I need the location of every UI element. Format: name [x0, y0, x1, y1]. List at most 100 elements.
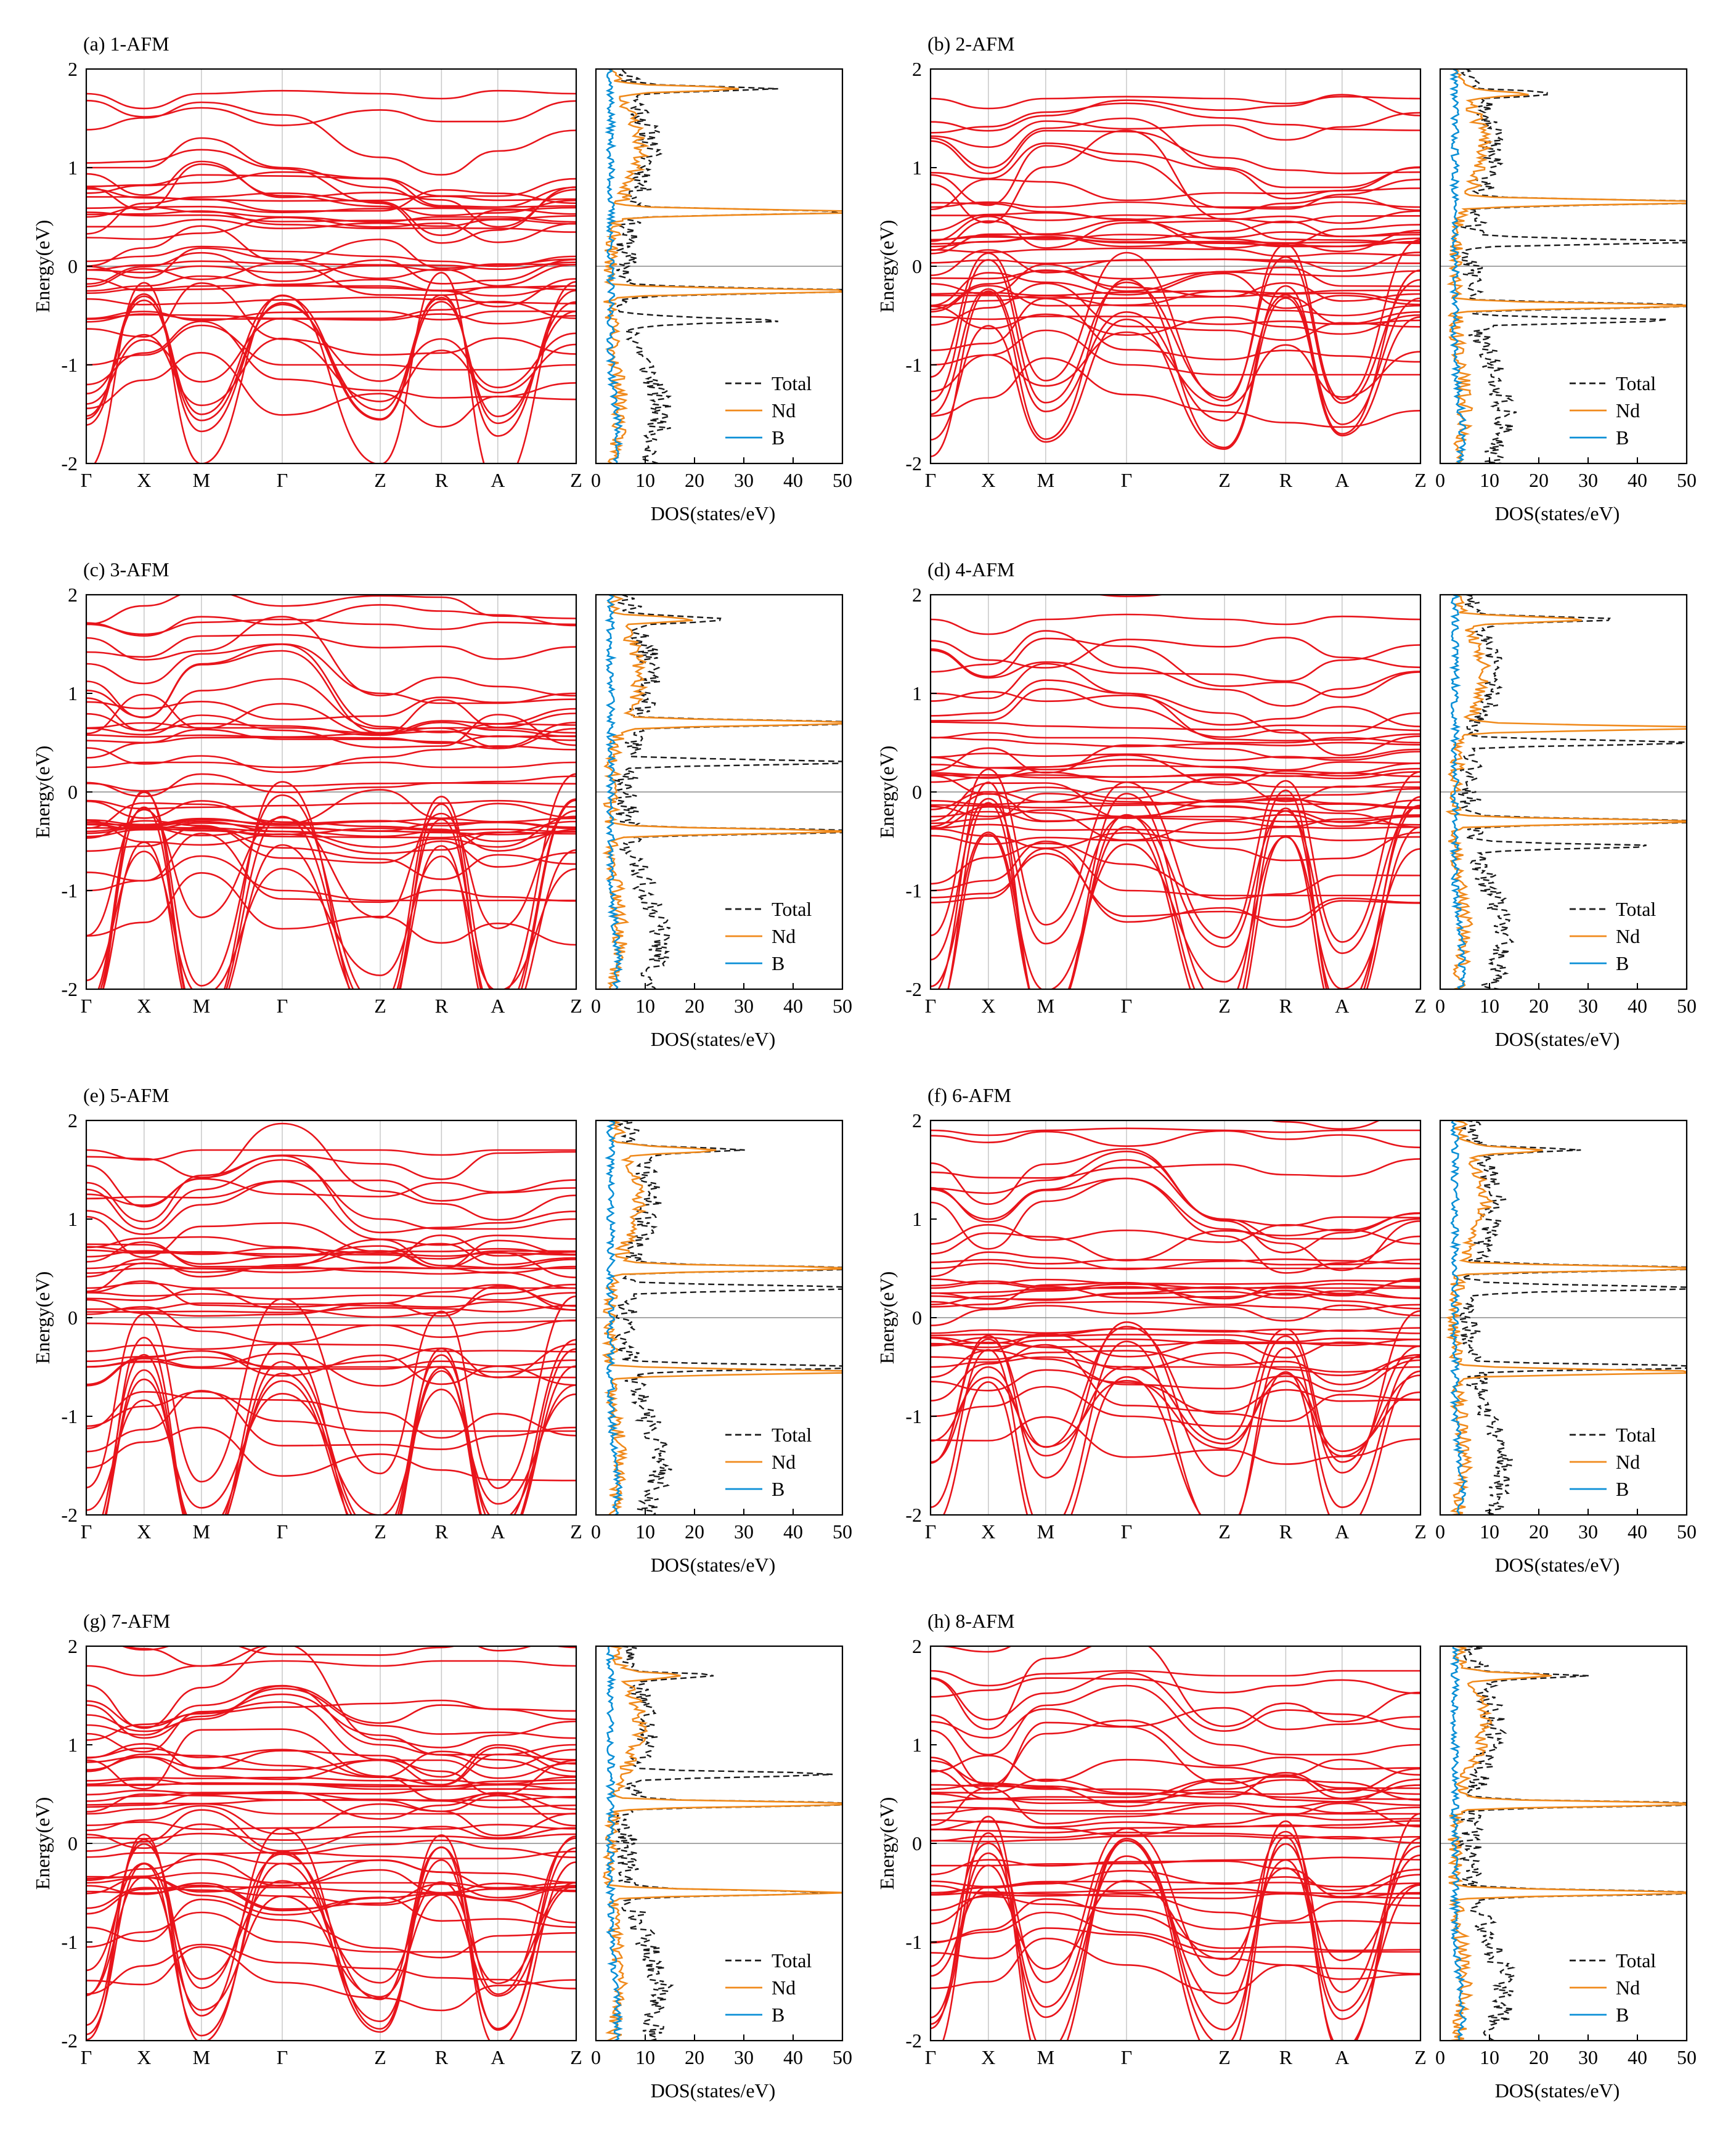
band-curve [931, 1707, 1420, 1739]
band-curve [86, 799, 576, 810]
band-curve [86, 833, 576, 904]
band-curve [931, 1835, 1420, 1844]
band-curve [86, 616, 576, 697]
kpoint-label: Z [570, 1520, 582, 1543]
band-curve [86, 815, 576, 848]
kpoint-label: R [1279, 2046, 1293, 2068]
band-curve [86, 324, 576, 371]
legend-label-nd: Nd [772, 399, 796, 422]
band-curve [86, 1946, 576, 2012]
energy-axis-label: Energy(eV) [31, 1271, 54, 1364]
legend-label-b: B [1616, 426, 1629, 449]
band-curve [931, 1130, 1420, 1149]
dos-nd-curve [1446, 69, 1687, 463]
band-curve [86, 604, 576, 637]
band-curve [931, 1365, 1420, 1463]
band-curve [86, 828, 576, 839]
kpoint-label: Z [570, 995, 582, 1017]
band-structure [86, 69, 576, 463]
band-curve [931, 269, 1420, 457]
energy-tick-label: -1 [905, 1931, 922, 1953]
band-curve [931, 1898, 1420, 1952]
band-curve [931, 237, 1420, 248]
energy-tick-label: 2 [68, 1109, 78, 1132]
kpoint-label: M [1037, 995, 1054, 1017]
band-curve [86, 1178, 576, 1206]
band-curve [86, 1779, 576, 1788]
dos-tick-label: 0 [591, 2046, 601, 2068]
band-curve [931, 793, 1420, 828]
dos-tick-label: 30 [1578, 2046, 1598, 2068]
band-curve [931, 1300, 1420, 1311]
band-curve [931, 1338, 1420, 1348]
kpoint-label: X [137, 2046, 151, 2068]
band-curve [931, 768, 1420, 943]
energy-tick-label: -2 [61, 2030, 78, 2052]
dos-tick-label: 50 [1677, 2046, 1697, 2068]
dos-tick-label: 20 [685, 469, 704, 491]
band-curve [931, 1880, 1420, 1888]
dos-tick-label: 50 [1677, 1520, 1697, 1543]
band-curve [931, 798, 1420, 961]
band-curve [105, 1365, 576, 1515]
band-curve [86, 1390, 576, 1453]
energy-tick-label: 2 [912, 1109, 922, 1132]
band-curve [86, 1803, 576, 1815]
kpoint-label: X [981, 2046, 995, 2068]
band-curve [86, 1282, 576, 1289]
dos-tick-label: 0 [1435, 2046, 1445, 2068]
energy-tick-label: 2 [912, 58, 922, 80]
dos-total-curve [1457, 1120, 1687, 1515]
band-curve [931, 1721, 1420, 1800]
kpoint-label: A [491, 1520, 505, 1543]
dos-frame [1439, 594, 1688, 990]
energy-tick-label: -2 [61, 1504, 78, 1526]
band-curve [86, 1343, 576, 1353]
band-curve [86, 205, 576, 215]
dos-axis-label: DOS(states/eV) [651, 1028, 776, 1050]
legend-label-nd: Nd [1616, 1977, 1640, 1999]
dos-axis-label: DOS(states/eV) [651, 2079, 776, 2102]
band-curve [931, 1326, 1420, 1464]
dos-tick-label: 20 [685, 995, 704, 1017]
band-curve [86, 1834, 576, 2041]
band-curve [1269, 1120, 1381, 1130]
dos-tick-label: 50 [1677, 469, 1697, 491]
legend-label-total: Total [772, 372, 812, 394]
band-curve [931, 1869, 1420, 1896]
band-curve [931, 637, 1420, 669]
kpoint-label: Z [1218, 2046, 1231, 2068]
band-curve [86, 1803, 576, 1837]
band-curve [931, 1855, 1420, 2025]
band-curve [237, 1646, 456, 1656]
band-curve [931, 1937, 1420, 1994]
dos-axis-label: DOS(states/eV) [651, 1554, 776, 1576]
band-curve [100, 798, 576, 989]
kpoint-label: A [1335, 995, 1349, 1017]
band-curve [86, 693, 576, 735]
band-curve [937, 781, 1420, 989]
dos-tick-label: 40 [783, 469, 803, 491]
band-curve [86, 1247, 576, 1257]
band-curve [86, 333, 576, 407]
band-curve [931, 305, 1420, 337]
energy-tick-label: 1 [912, 1734, 922, 1756]
band-curve [931, 1251, 1420, 1278]
band-curve [931, 297, 1420, 451]
band-curve [931, 1350, 1420, 1385]
kpoint-label: Γ [1121, 995, 1133, 1017]
kpoint-label: M [193, 469, 210, 491]
dos-frame [1439, 1645, 1688, 2042]
kpoint-label: M [193, 995, 210, 1017]
dos-nd-curve [1448, 1646, 1687, 2041]
energy-axis-label: Energy(eV) [876, 1271, 898, 1364]
dos-tick-label: 10 [1480, 469, 1499, 491]
band-curve [86, 1862, 576, 1985]
band-curve [931, 847, 1420, 928]
legend-label-b: B [1616, 1478, 1629, 1500]
band-curve [86, 1837, 576, 2001]
dos-tick-label: 10 [1480, 2046, 1499, 2068]
band-curve [86, 825, 576, 880]
band-curve [931, 1350, 1420, 1392]
